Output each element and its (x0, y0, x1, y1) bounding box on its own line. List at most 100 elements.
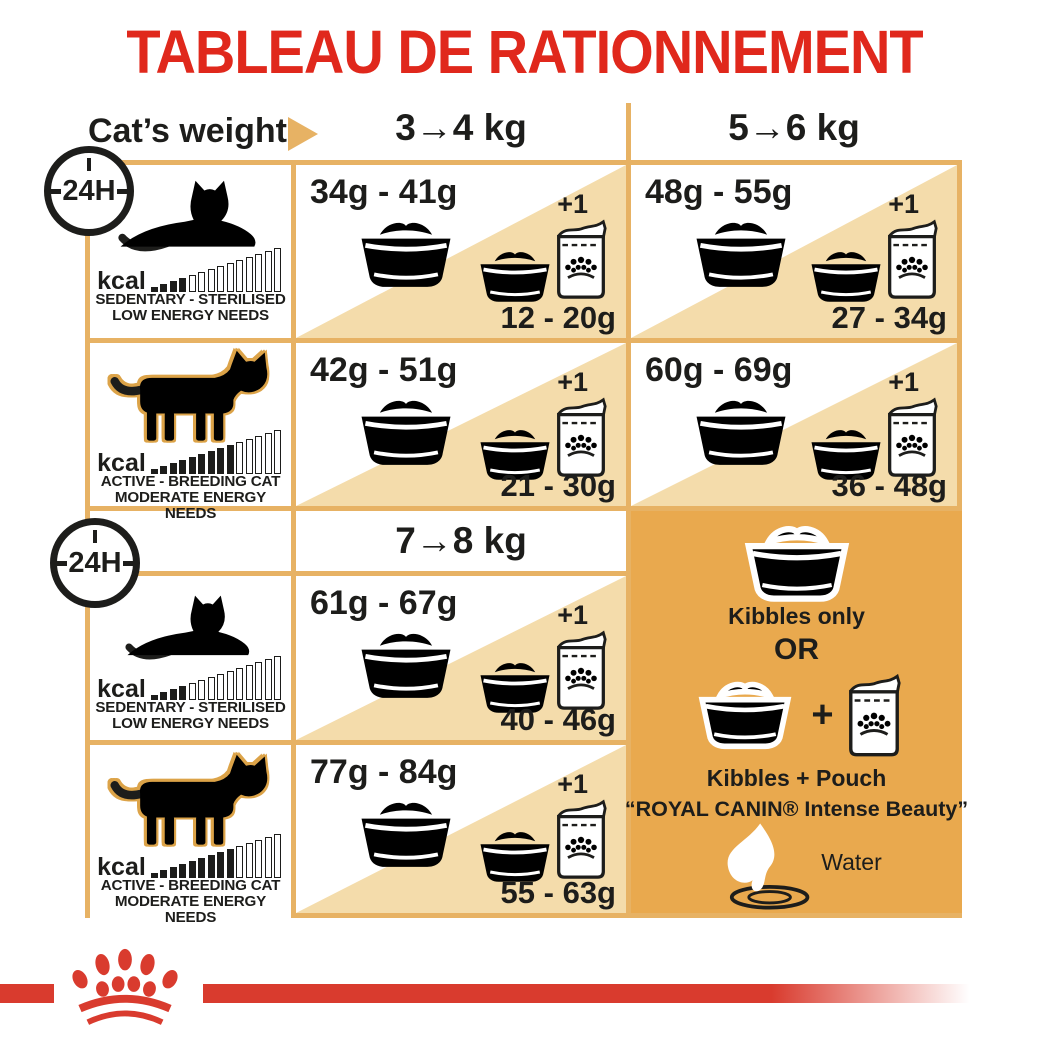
kibble-bowl-icon (348, 397, 464, 469)
row-label-line1: SEDENTARY - STERILISED (95, 291, 286, 308)
row-label-line2: MODERATE ENERGY NEEDS (114, 489, 267, 522)
row-label-line2: LOW ENERGY NEEDS (112, 715, 269, 732)
walking-cat-icon (104, 748, 278, 848)
water-splash-icon (725, 821, 810, 910)
ration-cell: 60g - 69g +1 36 - 48g (631, 343, 957, 506)
pouch-amount: 27 - 34g (831, 300, 947, 335)
grid-border (957, 160, 962, 511)
page-title: TABLEAU DE RATIONNEMENT (126, 17, 923, 87)
kibbles-only-label: Kibbles only (728, 603, 865, 629)
cats-weight-label: Cat’s weight (88, 112, 287, 150)
kibbles-plus-pouch-icons: + (689, 673, 903, 757)
kibble-amount: 48g - 55g (645, 173, 793, 211)
badge-24h-text: 24H (68, 546, 122, 579)
kcal-label: kcal (97, 853, 146, 881)
grid-border (291, 160, 296, 918)
plus-one-label: +1 (557, 189, 588, 219)
kcal-gauge: kcal (97, 834, 284, 881)
plus-one-label: +1 (888, 189, 919, 219)
food-pouch-icon (888, 220, 938, 299)
kibble-amount: 34g - 41g (310, 173, 458, 211)
kcal-gauge: kcal (97, 248, 284, 294)
grid-border (85, 160, 962, 165)
kibble-bowl-icon (683, 219, 799, 291)
kibble-bowl-icon (348, 630, 464, 702)
kibble-bowl-icon (478, 250, 552, 304)
row-label-line1: ACTIVE - BREEDING CAT (100, 877, 281, 894)
plus-one-label: +1 (888, 367, 919, 397)
grid-border (85, 571, 631, 576)
food-pouch-icon (557, 631, 607, 710)
column-header-3-4kg: 3→4 kg (395, 107, 527, 148)
pouch-amount: 36 - 48g (831, 468, 947, 503)
badge-tick (93, 530, 97, 543)
kibble-amount: 77g - 84g (310, 753, 458, 791)
plus-one-label: +1 (557, 769, 588, 799)
row-label-active: kcal ACTIVE - BREEDING CAT MODERATE ENER… (90, 748, 291, 926)
grid-border (85, 506, 962, 511)
badge-dash (117, 188, 128, 194)
food-pouch-icon (557, 800, 607, 879)
food-pouch-icon (888, 398, 938, 477)
row-label-line1: SEDENTARY - STERILISED (95, 699, 286, 716)
food-pouch-icon (848, 674, 901, 757)
pouch-amount: 12 - 20g (500, 300, 616, 335)
row-label-line2: LOW ENERGY NEEDS (112, 307, 269, 324)
kibble-bowl-icon (734, 525, 860, 603)
plus-sign: + (811, 693, 834, 736)
royal-canin-crown-logo (58, 944, 192, 1034)
ration-cell: 42g - 51g +1 21 - 30g (296, 343, 626, 506)
pouch-amount: 55 - 63g (500, 875, 616, 910)
badge-dash (56, 560, 67, 566)
grid-border (626, 103, 631, 918)
water-reminder: Water (711, 821, 882, 913)
row-label-sedentary: kcal SEDENTARY - STERILISED LOW ENERGY N… (90, 586, 291, 732)
brand-red-line (203, 984, 993, 1003)
pouch-amount: 21 - 30g (500, 468, 616, 503)
product-name-label: “ROYAL CANIN® Intense Beauty” (624, 797, 969, 821)
pouch-amount: 40 - 46g (500, 702, 616, 737)
kcal-bars (150, 430, 284, 474)
kibble-bowl-icon (348, 219, 464, 291)
kibbles-pouch-label: Kibbles + Pouch (706, 765, 887, 791)
kibble-amount: 61g - 67g (310, 584, 458, 622)
kibble-bowl-icon (809, 250, 883, 304)
kcal-gauge: kcal (97, 430, 284, 477)
walking-cat-icon (104, 344, 278, 444)
kcal-label: kcal (97, 675, 146, 703)
badge-24h-text: 24H (62, 174, 116, 207)
kibble-bowl-icon (683, 397, 799, 469)
food-pouch-icon (557, 220, 607, 299)
kcal-label: kcal (97, 449, 146, 477)
kcal-gauge: kcal (97, 656, 284, 703)
plus-one-label: +1 (557, 600, 588, 630)
brand-red-line (0, 984, 54, 1003)
ration-cell: 61g - 67g +1 40 - 46g (296, 576, 626, 740)
row-label-line2: MODERATE ENERGY NEEDS (114, 893, 267, 926)
kcal-bars (150, 248, 284, 292)
feeding-options-panel: Kibbles only OR + Kibbles + Pouch “ROYAL… (625, 511, 968, 913)
plus-one-label: +1 (557, 367, 588, 397)
badge-tick (87, 158, 91, 171)
weight-arrow-icon (288, 117, 318, 151)
grid-border (85, 338, 962, 343)
grid-border (85, 740, 631, 745)
ration-cell: 48g - 55g +1 27 - 34g (631, 165, 957, 338)
badge-dash (50, 188, 61, 194)
kibble-bowl-icon (689, 681, 801, 750)
lying-cat-icon (115, 170, 267, 252)
kcal-bars (150, 656, 284, 700)
badge-dash (123, 560, 134, 566)
column-header-7-8kg: 7→8 kg (395, 520, 527, 561)
row-label-line1: ACTIVE - BREEDING CAT (100, 473, 281, 490)
lying-cat-icon (121, 586, 261, 660)
or-label: OR (774, 633, 819, 666)
24h-ration-badge: 24H (44, 146, 134, 236)
kibble-amount: 60g - 69g (645, 351, 793, 389)
row-label-active: kcal ACTIVE - BREEDING CAT MODERATE ENER… (90, 344, 291, 522)
ration-cell: 77g - 84g +1 55 - 63g (296, 745, 626, 913)
24h-ration-badge: 24H (50, 518, 140, 608)
food-pouch-icon (557, 398, 607, 477)
kibble-bowl-icon (348, 799, 464, 871)
